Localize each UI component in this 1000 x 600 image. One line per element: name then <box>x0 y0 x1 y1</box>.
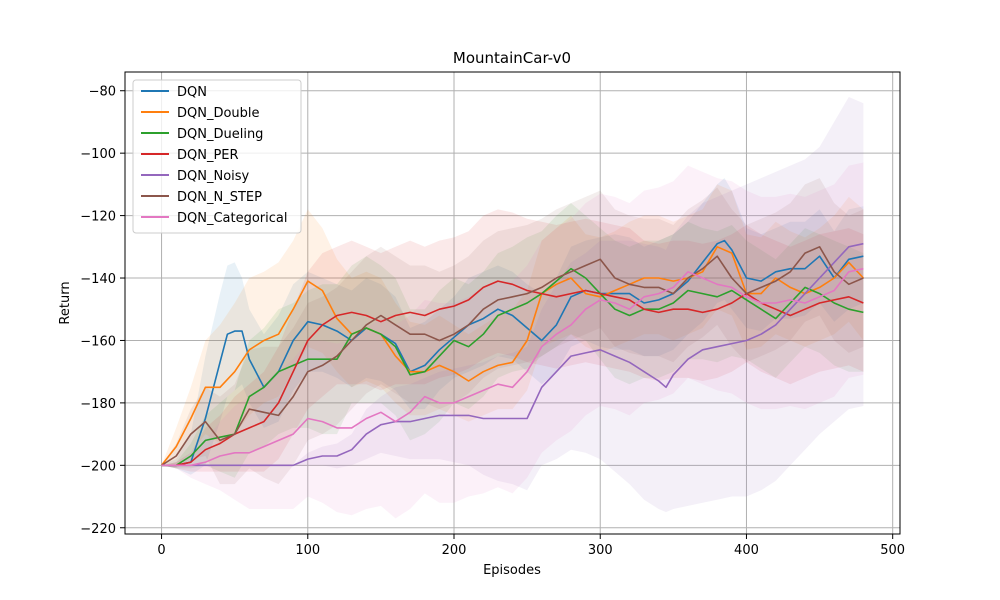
x-axis-label: Episodes <box>483 563 541 578</box>
band-dqn-categorical <box>161 162 864 519</box>
y-tick-label: −80 <box>89 85 116 100</box>
plot-frame <box>124 71 901 535</box>
x-tick-label: 300 <box>588 543 613 558</box>
legend: DQN DQN_Double DQN_Dueling DQN_PER DQN_Noisy… <box>132 79 302 234</box>
x-tick-label: 100 <box>295 543 320 558</box>
x-tick-label: 200 <box>442 543 467 558</box>
x-tick-label: 400 <box>734 543 759 558</box>
legend-label: DQN_Dueling <box>177 127 263 142</box>
y-tick-label: −100 <box>80 147 116 162</box>
x-tick-label: 0 <box>157 543 165 558</box>
line-dqn-n-step <box>161 246 864 466</box>
line-dqn-categorical <box>161 267 864 467</box>
series-lines <box>160 239 864 467</box>
y-tick-label: −120 <box>80 210 116 225</box>
legend-box <box>132 79 302 234</box>
y-tick-label: −180 <box>80 397 116 412</box>
y-tick-label: −140 <box>80 272 116 287</box>
x-tick-label: 500 <box>880 543 905 558</box>
band-dqn-double <box>161 184 864 466</box>
line-dqn-dueling <box>161 267 864 467</box>
legend-label: DQN <box>177 85 207 100</box>
chart-title: MountainCar-v0 <box>453 49 571 67</box>
band-dqn <box>161 178 864 475</box>
legend-label: DQN_Noisy <box>177 169 250 184</box>
legend-label: DQN_PER <box>177 148 239 163</box>
y-axis-ticks: −220 −200 −180 −160 −140 −120 −100 −80 <box>80 85 125 537</box>
line-dqn-noisy <box>161 242 864 467</box>
y-axis-label: Return <box>58 281 73 324</box>
y-tick-label: −200 <box>80 459 116 474</box>
band-dqn-noisy <box>161 97 864 513</box>
y-tick-label: −220 <box>80 522 116 537</box>
legend-label: DQN_N_STEP <box>177 190 262 205</box>
x-axis-ticks: 0 100 200 300 400 500 <box>157 534 905 558</box>
y-tick-label: −160 <box>80 334 116 349</box>
band-dqn-per <box>161 209 864 472</box>
legend-label: DQN_Double <box>177 106 260 121</box>
legend-label: DQN_Categorical <box>177 211 288 226</box>
band-dqn-n-step <box>161 178 864 485</box>
